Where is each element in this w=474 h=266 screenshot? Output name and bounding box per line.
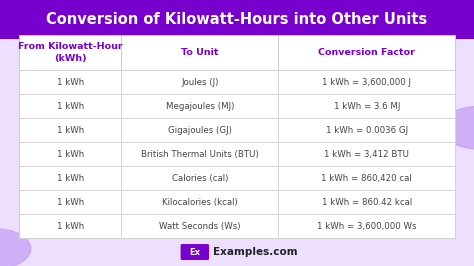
FancyBboxPatch shape (19, 70, 121, 94)
Text: 1 kWh = 3,600,000 J: 1 kWh = 3,600,000 J (322, 78, 411, 87)
Text: 1 kWh = 860.42 kcal: 1 kWh = 860.42 kcal (321, 198, 412, 207)
FancyBboxPatch shape (121, 166, 278, 190)
Text: Watt Seconds (Ws): Watt Seconds (Ws) (159, 222, 241, 231)
Text: 1 kWh: 1 kWh (56, 150, 84, 159)
Text: British Thermal Units (BTU): British Thermal Units (BTU) (141, 150, 259, 159)
Text: Conversion of Kilowatt-Hours into Other Units: Conversion of Kilowatt-Hours into Other … (46, 12, 428, 27)
FancyBboxPatch shape (19, 190, 121, 214)
Text: 1 kWh: 1 kWh (56, 102, 84, 111)
Text: To Unit: To Unit (181, 48, 219, 57)
FancyBboxPatch shape (121, 118, 278, 142)
FancyBboxPatch shape (121, 35, 278, 70)
FancyBboxPatch shape (278, 94, 455, 118)
FancyBboxPatch shape (121, 142, 278, 166)
FancyBboxPatch shape (121, 94, 278, 118)
Text: Megajoules (MJ): Megajoules (MJ) (166, 102, 234, 111)
Text: Examples.com: Examples.com (213, 247, 298, 257)
Text: 1 kWh: 1 kWh (56, 222, 84, 231)
Text: Kilocalories (kcal): Kilocalories (kcal) (162, 198, 238, 207)
Text: 1 kWh = 3,600,000 Ws: 1 kWh = 3,600,000 Ws (317, 222, 417, 231)
Text: Gigajoules (GJ): Gigajoules (GJ) (168, 126, 232, 135)
FancyBboxPatch shape (19, 166, 121, 190)
FancyBboxPatch shape (278, 118, 455, 142)
Text: 1 kWh = 3.6 MJ: 1 kWh = 3.6 MJ (334, 102, 400, 111)
Text: 1 kWh: 1 kWh (56, 198, 84, 207)
FancyBboxPatch shape (0, 0, 474, 39)
Text: From Kilowatt-Hour
(kWh): From Kilowatt-Hour (kWh) (18, 43, 122, 63)
FancyBboxPatch shape (278, 35, 455, 70)
FancyBboxPatch shape (121, 70, 278, 94)
Text: Joules (J): Joules (J) (181, 78, 219, 87)
FancyBboxPatch shape (19, 118, 121, 142)
FancyBboxPatch shape (19, 142, 121, 166)
Circle shape (0, 229, 31, 266)
FancyBboxPatch shape (278, 142, 455, 166)
FancyBboxPatch shape (19, 94, 121, 118)
Text: 1 kWh: 1 kWh (56, 78, 84, 87)
Text: Conversion Factor: Conversion Factor (319, 48, 415, 57)
FancyBboxPatch shape (278, 190, 455, 214)
Text: 1 kWh = 860,420 cal: 1 kWh = 860,420 cal (321, 174, 412, 183)
Circle shape (441, 106, 474, 149)
FancyBboxPatch shape (278, 70, 455, 94)
FancyBboxPatch shape (121, 190, 278, 214)
Text: Ex: Ex (189, 248, 201, 256)
FancyBboxPatch shape (19, 214, 121, 238)
FancyBboxPatch shape (278, 214, 455, 238)
FancyBboxPatch shape (181, 244, 209, 260)
Text: 1 kWh = 3,412 BTU: 1 kWh = 3,412 BTU (324, 150, 409, 159)
FancyBboxPatch shape (278, 166, 455, 190)
Text: 1 kWh: 1 kWh (56, 174, 84, 183)
FancyBboxPatch shape (19, 35, 455, 238)
Text: 1 kWh = 0.0036 GJ: 1 kWh = 0.0036 GJ (326, 126, 408, 135)
FancyBboxPatch shape (121, 214, 278, 238)
FancyBboxPatch shape (19, 35, 121, 70)
Text: Calories (cal): Calories (cal) (172, 174, 228, 183)
Text: 1 kWh: 1 kWh (56, 126, 84, 135)
